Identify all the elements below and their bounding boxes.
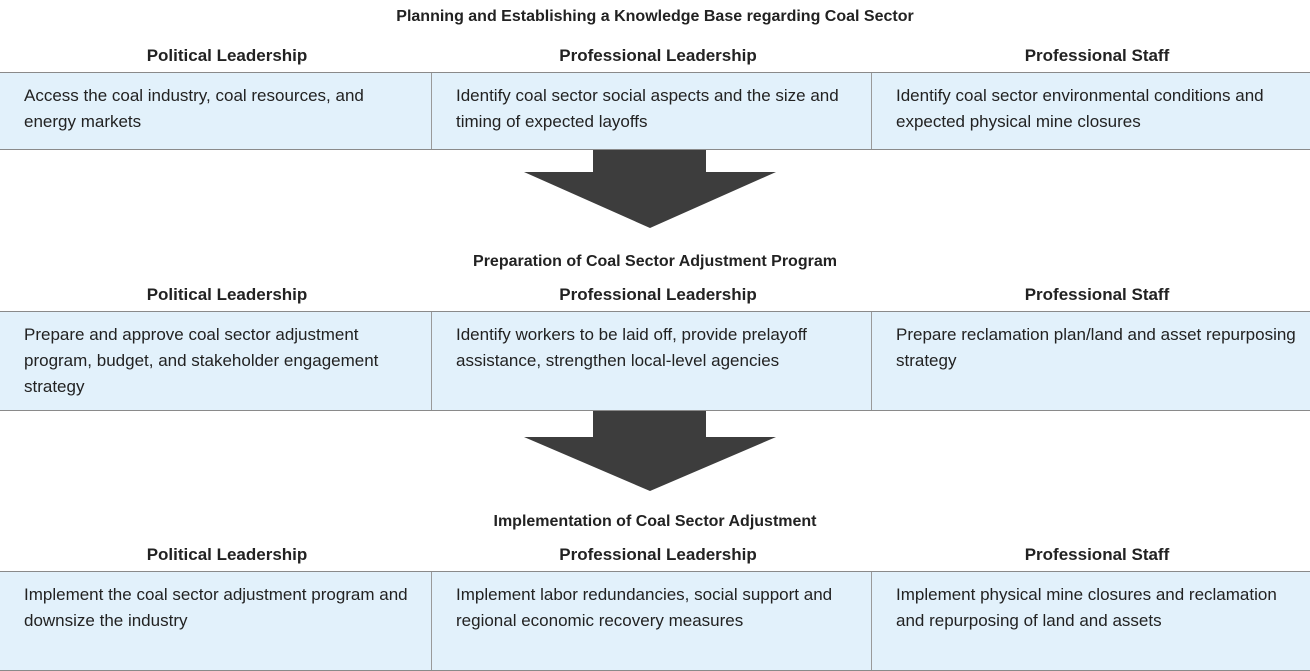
table-cell: Prepare and approve coal sector adjustme… bbox=[24, 325, 379, 396]
table-cell: Prepare reclamation plan/land and asset … bbox=[871, 312, 1310, 410]
column-header: Professional Leadership bbox=[559, 285, 757, 304]
table-cell: Implement labor redundancies, social sup… bbox=[431, 572, 871, 670]
table-cell: Access the coal industry, coal resources… bbox=[24, 86, 364, 131]
column-header: Political Leadership bbox=[146, 285, 308, 304]
stage-title: Preparation of Coal Sector Adjustment Pr… bbox=[473, 253, 837, 270]
flow-arrow bbox=[524, 150, 776, 228]
column-header: Political Leadership bbox=[146, 46, 308, 65]
stage-table: Prepare and approve coal sector adjustme… bbox=[0, 311, 1310, 411]
column-header: Professional Staff bbox=[1024, 545, 1170, 564]
table-cell: Implement the coal sector adjustment pro… bbox=[24, 585, 408, 630]
column-header: Professional Staff bbox=[1024, 46, 1170, 65]
stage-table: Implement the coal sector adjustment pro… bbox=[0, 571, 1310, 671]
column-header: Professional Staff bbox=[1024, 285, 1170, 304]
flow-arrow bbox=[524, 411, 776, 491]
column-header: Professional Leadership bbox=[559, 46, 757, 65]
stage-table: Access the coal industry, coal resources… bbox=[0, 72, 1310, 150]
table-cell: Identify coal sector social aspects and … bbox=[431, 73, 871, 149]
stage-title: Planning and Establishing a Knowledge Ba… bbox=[396, 8, 914, 25]
column-header: Political Leadership bbox=[146, 545, 308, 564]
table-cell: Implement physical mine closures and rec… bbox=[871, 572, 1310, 670]
table-cell: Identify coal sector environmental condi… bbox=[871, 73, 1310, 149]
table-cell: Identify workers to be laid off, provide… bbox=[431, 312, 871, 410]
stage-title: Implementation of Coal Sector Adjustment bbox=[493, 513, 817, 530]
column-header: Professional Leadership bbox=[559, 545, 757, 564]
